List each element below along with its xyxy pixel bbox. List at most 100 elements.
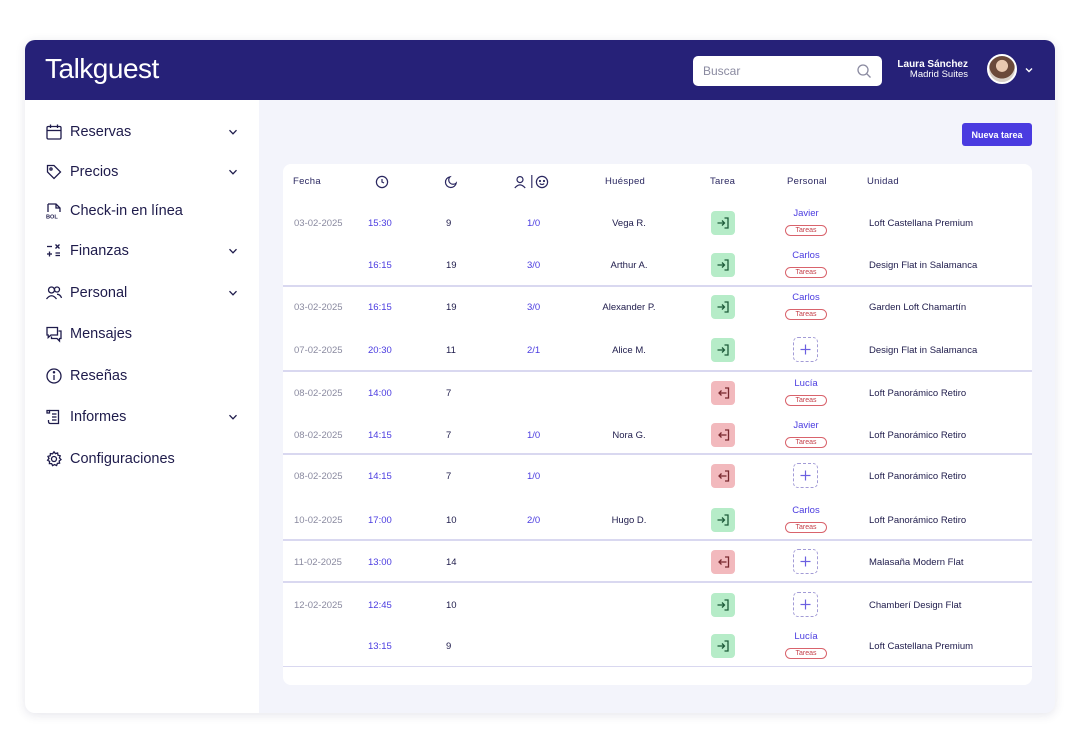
table-row[interactable]: 08-02-2025 14:00 7 Lucía Tareas Loft Panorámi… — [283, 372, 1032, 414]
sidebar-item-finanzas[interactable]: Finanzas — [45, 239, 245, 263]
sidebar-item-reservas[interactable]: Reservas — [45, 120, 245, 144]
staff-name[interactable]: Javier — [793, 420, 819, 431]
table-row[interactable]: 07-02-2025 20:30 11 2/1 Alice M. Design Flat … — [283, 329, 1032, 371]
chevron-down-icon[interactable] — [227, 287, 239, 299]
row-guest[interactable]: Nora G. — [612, 430, 646, 441]
header-date[interactable]: Fecha — [293, 176, 321, 187]
sidebar-item-configuraciones[interactable]: Configuraciones — [45, 447, 245, 471]
row-pax: 2/0 — [527, 515, 541, 526]
staff-name[interactable]: Lucía — [794, 631, 818, 642]
row-pax: 3/0 — [527, 302, 541, 313]
avatar[interactable] — [987, 54, 1017, 84]
header-staff[interactable]: Personal — [787, 176, 827, 187]
staff-tasks-badge[interactable]: Tareas — [785, 522, 827, 533]
row-guest[interactable]: Alexander P. — [602, 302, 656, 313]
checkout-task-button[interactable] — [711, 550, 735, 574]
row-nights: 11 — [446, 345, 456, 356]
row-guest[interactable]: Vega R. — [612, 218, 646, 229]
sidebar: Reservas Precios BOL Check-in en línea Finan… — [25, 100, 259, 713]
table-row[interactable]: 13:15 9 Lucía Tareas Loft Castellana Premium — [283, 625, 1032, 667]
table-row[interactable]: 03-02-2025 16:15 19 3/0 Alexander P. Carlos Ta… — [283, 286, 1032, 328]
people-icon — [45, 286, 63, 300]
checkout-task-button[interactable] — [711, 464, 735, 488]
sidebar-item-personal[interactable]: Personal — [45, 281, 245, 305]
user-menu[interactable]: Laura Sánchez Madrid Suites — [893, 54, 1043, 86]
staff-tasks-badge[interactable]: Tareas — [785, 225, 827, 236]
staff-tasks-badge[interactable]: Tareas — [785, 309, 827, 320]
row-unit: Loft Panorámico Retiro — [869, 388, 967, 399]
checkin-task-button[interactable] — [711, 634, 735, 658]
row-guest[interactable]: Arthur A. — [610, 260, 648, 271]
row-staff[interactable]: Javier Tareas — [783, 420, 829, 449]
sidebar-item-mensajes[interactable]: Mensajes — [45, 322, 245, 346]
staff-name[interactable]: Lucía — [794, 378, 818, 389]
staff-name[interactable]: Carlos — [792, 505, 820, 516]
staff-tasks-badge[interactable]: Tareas — [785, 437, 827, 448]
checkin-task-button[interactable] — [711, 508, 735, 532]
chevron-down-icon[interactable] — [227, 411, 239, 423]
gear-icon — [46, 450, 62, 467]
row-staff[interactable]: Carlos Tareas — [783, 250, 829, 279]
table-row[interactable]: 11-02-2025 13:00 14 Malasaña Modern Flat — [283, 541, 1032, 583]
sidebar-item-reseñas[interactable]: Reseñas — [45, 364, 245, 388]
header-task[interactable]: Tarea — [710, 176, 736, 187]
staff-name[interactable]: Carlos — [792, 250, 820, 261]
assign-staff-button[interactable] — [793, 337, 818, 362]
row-unit: Loft Castellana Premium — [869, 218, 974, 229]
sidebar-item-precios[interactable]: Precios — [45, 160, 245, 184]
row-date: 03-02-2025 — [294, 302, 343, 313]
new-task-button[interactable]: Nueva tarea — [962, 123, 1032, 146]
checkin-task-button[interactable] — [711, 211, 735, 235]
search-icon[interactable] — [856, 63, 872, 79]
checkin-task-button[interactable] — [711, 593, 735, 617]
checkout-task-button[interactable] — [711, 423, 735, 447]
staff-tasks-badge[interactable]: Tareas — [785, 267, 827, 278]
user-hotel: Madrid Suites — [909, 69, 968, 80]
table-row[interactable]: 10-02-2025 17:00 10 2/0 Hugo D. Carlos Tareas L… — [283, 499, 1032, 541]
sidebar-item-check-in-en-línea[interactable]: BOL Check-in en línea — [45, 199, 245, 223]
chat-icon — [46, 326, 62, 343]
search-box[interactable] — [693, 56, 882, 86]
chevron-down-icon[interactable] — [227, 245, 239, 257]
row-guest[interactable]: Alice M. — [612, 345, 646, 356]
table-row[interactable]: 08-02-2025 14:15 7 1/0 Loft Panorámico Retir… — [283, 455, 1032, 497]
row-pax: 1/0 — [527, 471, 541, 482]
table-row[interactable]: 12-02-2025 12:45 10 Chamberí Design Flat — [283, 584, 1032, 626]
assign-staff-button[interactable] — [793, 592, 818, 617]
row-guest[interactable]: Hugo D. — [611, 515, 647, 526]
sidebar-item-informes[interactable]: Informes — [45, 405, 245, 429]
checkin-task-button[interactable] — [711, 295, 735, 319]
sidebar-item-label: Precios — [70, 164, 119, 180]
document-bol-icon: BOL — [46, 203, 61, 220]
staff-name[interactable]: Javier — [793, 208, 819, 219]
row-staff[interactable]: Lucía Tareas — [783, 378, 829, 407]
assign-staff-button[interactable] — [793, 549, 818, 574]
chevron-down-icon[interactable] — [1023, 64, 1035, 76]
row-staff[interactable]: Carlos Tareas — [783, 505, 829, 534]
chevron-down-icon[interactable] — [227, 166, 239, 178]
checkout-task-button[interactable] — [711, 381, 735, 405]
search-input[interactable] — [703, 64, 853, 78]
table-row[interactable]: 08-02-2025 14:15 7 1/0 Nora G. Javier Tareas Lo… — [283, 414, 1032, 456]
logo: Talkguest — [45, 53, 159, 84]
staff-name[interactable]: Carlos — [792, 292, 820, 303]
row-nights: 7 — [446, 430, 452, 441]
row-staff[interactable]: Lucía Tareas — [783, 631, 829, 660]
plus-icon — [800, 470, 811, 481]
staff-tasks-badge[interactable]: Tareas — [785, 648, 827, 659]
staff-tasks-badge[interactable]: Tareas — [785, 395, 827, 406]
checkin-icon — [717, 514, 729, 526]
header-guest[interactable]: Huésped — [605, 176, 646, 187]
row-staff[interactable]: Carlos Tareas — [783, 292, 829, 321]
row-time: 12:45 — [368, 600, 392, 611]
row-date: 12-02-2025 — [294, 600, 343, 611]
table-row[interactable]: 16:15 19 3/0 Arthur A. Carlos Tareas Design Fl… — [283, 244, 1032, 286]
assign-staff-button[interactable] — [793, 463, 818, 488]
row-staff[interactable]: Javier Tareas — [783, 208, 829, 237]
row-pax: 3/0 — [527, 260, 541, 271]
checkin-task-button[interactable] — [711, 338, 735, 362]
chevron-down-icon[interactable] — [227, 126, 239, 138]
table-row[interactable]: 03-02-2025 15:30 9 1/0 Vega R. Javier Tareas Lo… — [283, 202, 1032, 244]
checkin-task-button[interactable] — [711, 253, 735, 277]
header-unit[interactable]: Unidad — [867, 176, 899, 187]
